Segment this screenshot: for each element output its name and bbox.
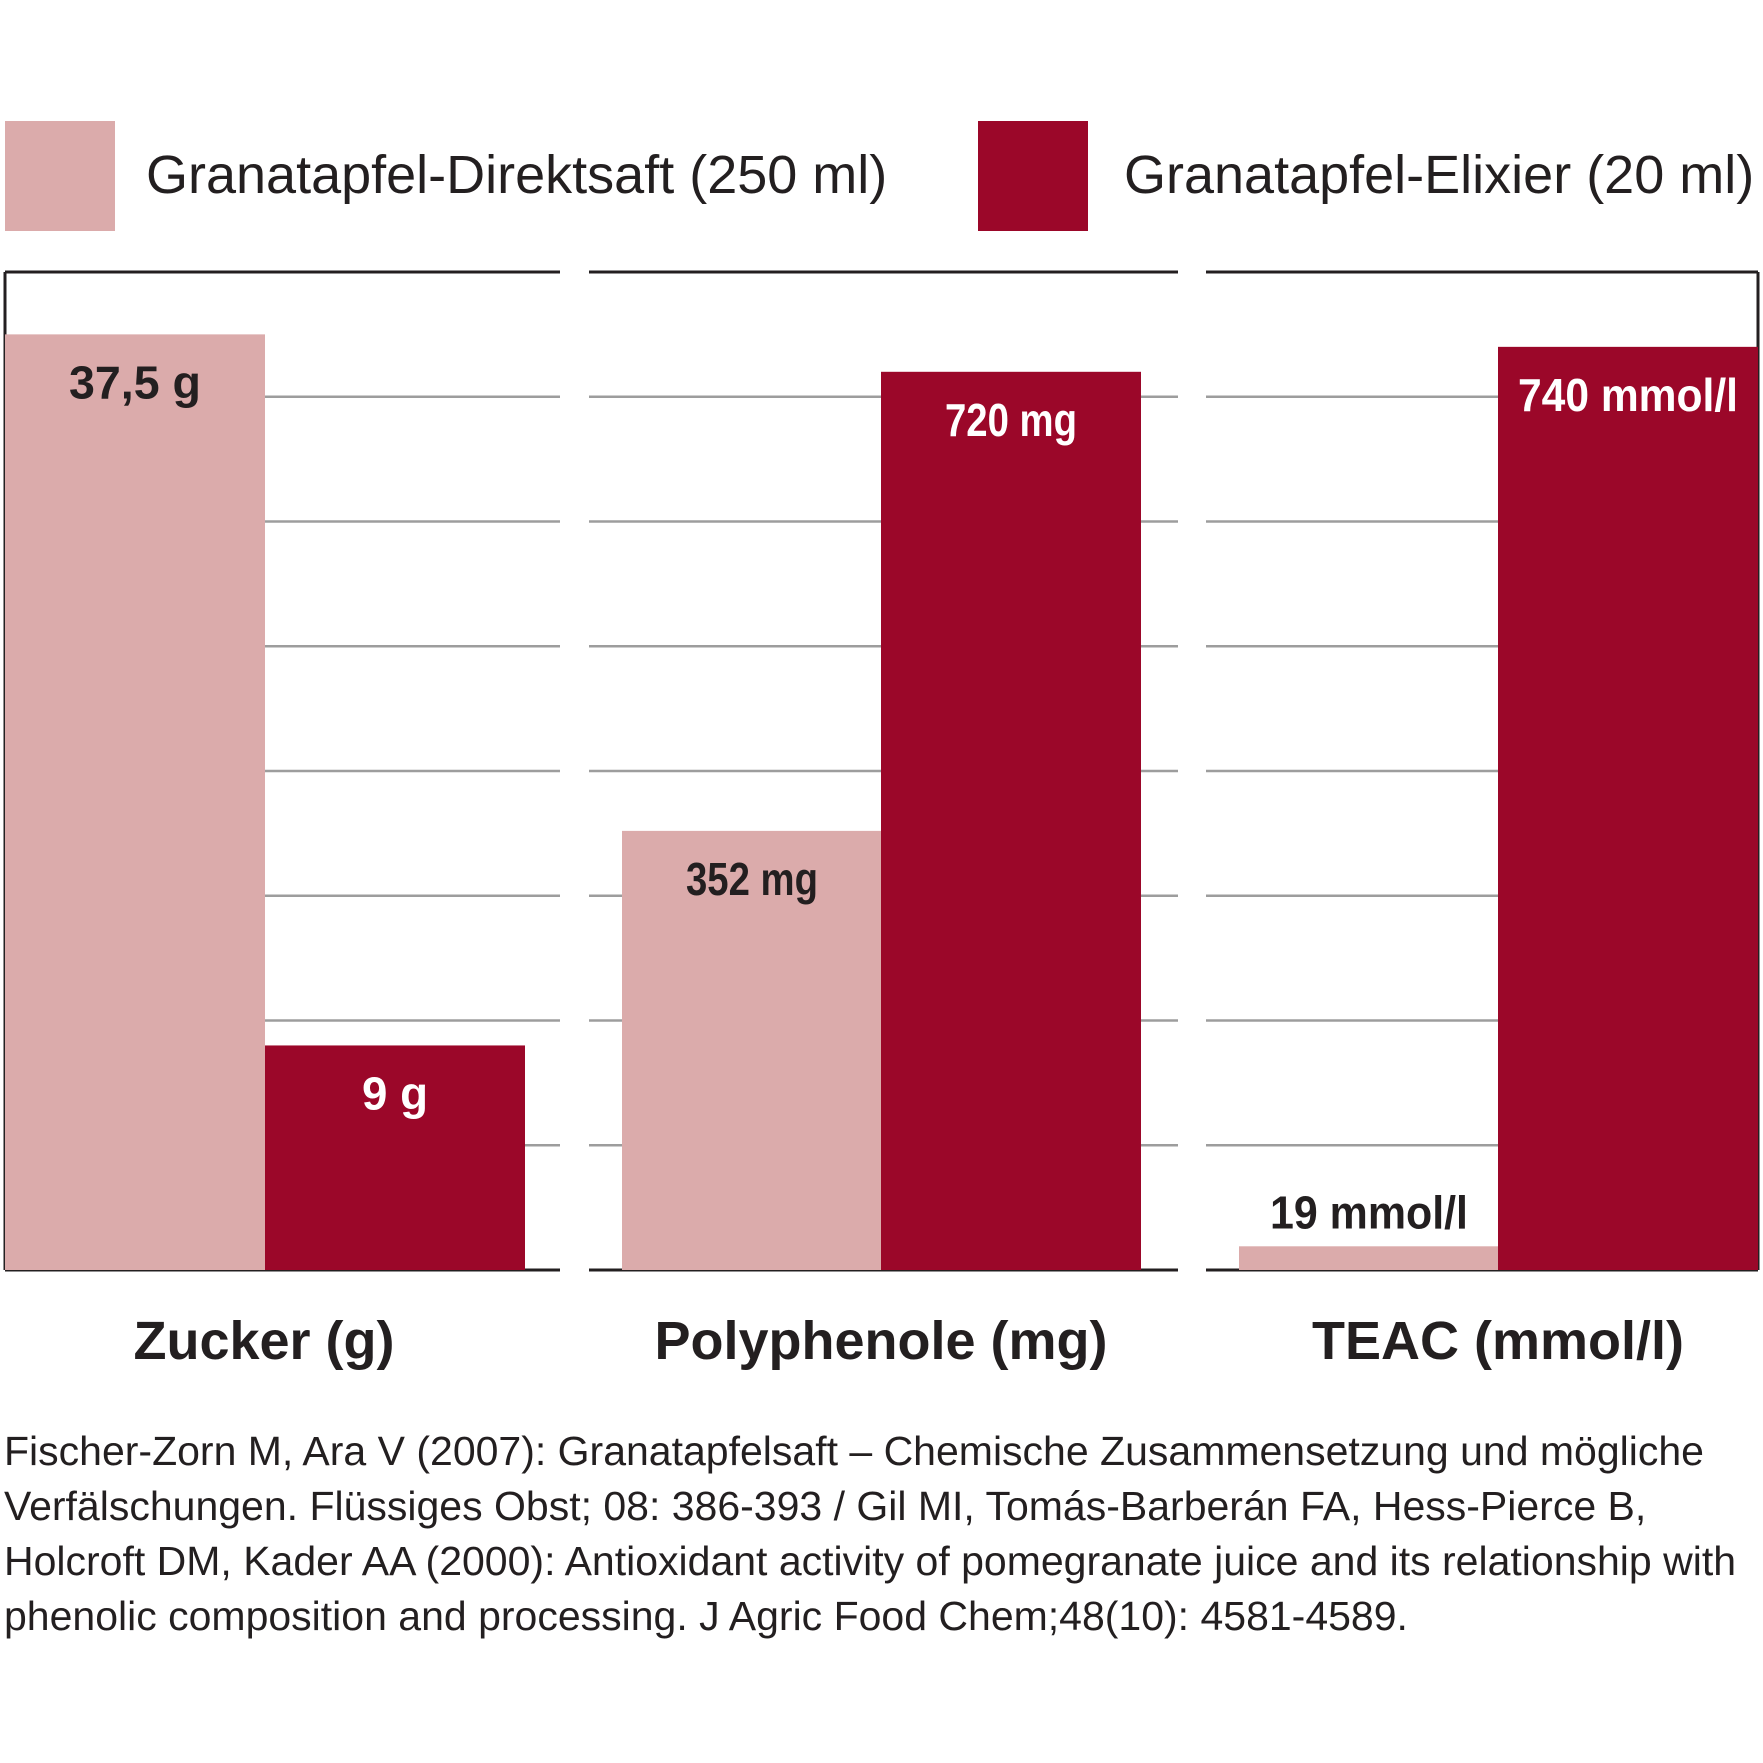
data-label: 19 mmol/l	[1270, 1186, 1468, 1238]
chart-legend: Granatapfel-Direktsaft (250 ml) Granatap…	[0, 0, 1763, 240]
bar-direktsaft	[5, 334, 265, 1270]
bar-chart: 37,5 g 9 g 352 mg 720 mg 19 mmol/l 740 mmol/l	[3, 270, 1760, 1272]
legend-swatch-elixier	[978, 121, 1088, 231]
data-label: 720 mg	[945, 394, 1077, 446]
data-label: 9 g	[362, 1067, 428, 1119]
legend-swatch-direktsaft	[5, 121, 115, 231]
source-citation: Fischer-Zorn M, Ara V (2007): Granatapfe…	[4, 1428, 1737, 1639]
legend-label-direktsaft: Granatapfel-Direktsaft (250 ml)	[146, 145, 888, 205]
panel-title-zucker: Zucker (g)	[133, 1311, 395, 1371]
panel-title-teac: TEAC (mmol/l)	[1312, 1311, 1684, 1371]
panel-title-polyphenole: Polyphenole (mg)	[654, 1311, 1108, 1371]
legend-label-elixier: Granatapfel-Elixier (20 ml)	[1124, 145, 1755, 205]
data-label: 37,5 g	[69, 356, 201, 408]
bar-direktsaft	[1239, 1246, 1499, 1270]
data-label: 740 mmol/l	[1518, 369, 1738, 421]
bar-elixier	[881, 371, 1141, 1270]
bar-elixier	[1498, 346, 1758, 1271]
data-label: 352 mg	[686, 853, 818, 905]
bar-direktsaft	[622, 830, 882, 1270]
bar-elixier	[265, 1045, 525, 1270]
